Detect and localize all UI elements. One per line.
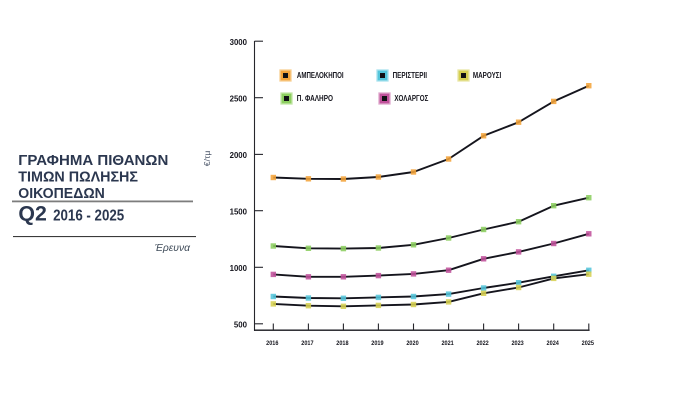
svg-text:500: 500 bbox=[234, 320, 247, 330]
svg-text:ΠΕΡΙΣΤΕΡΙΙ: ΠΕΡΙΣΤΕΡΙΙ bbox=[393, 71, 427, 80]
svg-text:ΤΙΜΩΝ ΠΩΛΗΣΗΣ: ΤΙΜΩΝ ΠΩΛΗΣΗΣ bbox=[18, 170, 138, 186]
svg-text:2024: 2024 bbox=[547, 340, 560, 347]
svg-text:2023: 2023 bbox=[511, 340, 524, 347]
svg-text:ΑΜΠΕΛΟΚΗΠΟΙ: ΑΜΠΕΛΟΚΗΠΟΙ bbox=[297, 71, 344, 80]
svg-text:2020: 2020 bbox=[406, 340, 419, 347]
svg-text:2016: 2016 bbox=[266, 340, 279, 347]
svg-text:ΓΡΑΦΗΜΑ ΠΙΘΑΝΩΝ: ΓΡΑΦΗΜΑ ΠΙΘΑΝΩΝ bbox=[18, 153, 168, 169]
svg-text:ΧΟΛΑΡΓΟΣ: ΧΟΛΑΡΓΟΣ bbox=[394, 94, 428, 103]
svg-text:2016 - 2025: 2016 - 2025 bbox=[53, 208, 124, 225]
svg-text:2025: 2025 bbox=[582, 340, 595, 347]
svg-text:2018: 2018 bbox=[336, 340, 349, 347]
svg-text:Q2: Q2 bbox=[18, 202, 46, 226]
svg-text:3000: 3000 bbox=[230, 37, 248, 47]
svg-text:ΟΙΚΟΠΕΔΩΝ: ΟΙΚΟΠΕΔΩΝ bbox=[18, 186, 105, 202]
svg-text:1500: 1500 bbox=[230, 206, 248, 216]
svg-text:2000: 2000 bbox=[230, 150, 248, 160]
svg-text:ΜΑΡΟΥΣΙ: ΜΑΡΟΥΣΙ bbox=[473, 71, 501, 80]
svg-text:2021: 2021 bbox=[441, 340, 454, 347]
svg-text:2017: 2017 bbox=[301, 340, 314, 347]
svg-text:1000: 1000 bbox=[230, 263, 248, 273]
svg-text:Έρευνα: Έρευνα bbox=[155, 243, 191, 254]
svg-text:Π. ΦΑΛΗΡΟ: Π. ΦΑΛΗΡΟ bbox=[297, 94, 333, 103]
svg-text:€/τμ: €/τμ bbox=[203, 150, 212, 166]
svg-text:2019: 2019 bbox=[371, 340, 384, 347]
svg-text:2500: 2500 bbox=[230, 93, 248, 103]
svg-text:2022: 2022 bbox=[476, 340, 489, 347]
